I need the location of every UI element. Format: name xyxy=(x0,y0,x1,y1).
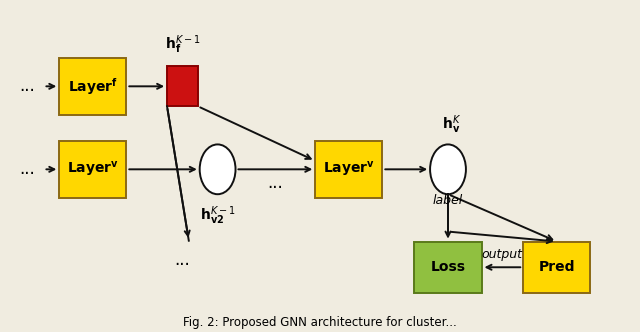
Text: Loss: Loss xyxy=(431,260,465,274)
Text: Layer$^\mathbf{f}$: Layer$^\mathbf{f}$ xyxy=(68,76,118,97)
FancyBboxPatch shape xyxy=(524,241,590,293)
Text: Pred: Pred xyxy=(538,260,575,274)
Text: ...: ... xyxy=(268,174,284,192)
Text: label: label xyxy=(433,194,463,207)
Ellipse shape xyxy=(430,144,466,194)
Text: Fig. 2: Proposed GNN architecture for cluster...: Fig. 2: Proposed GNN architecture for cl… xyxy=(183,316,457,329)
Text: $\mathbf{h}_{\mathbf{v2}}^{K-1}$: $\mathbf{h}_{\mathbf{v2}}^{K-1}$ xyxy=(200,204,236,227)
Text: ...: ... xyxy=(19,77,35,95)
FancyBboxPatch shape xyxy=(167,66,198,106)
FancyBboxPatch shape xyxy=(415,241,481,293)
FancyBboxPatch shape xyxy=(60,58,127,115)
Text: ...: ... xyxy=(175,251,190,269)
FancyBboxPatch shape xyxy=(60,141,127,198)
Ellipse shape xyxy=(200,144,236,194)
Text: output: output xyxy=(482,248,523,261)
FancyBboxPatch shape xyxy=(316,141,383,198)
Text: ...: ... xyxy=(19,160,35,178)
Text: $\mathbf{h}_\mathbf{v}^{K}$: $\mathbf{h}_\mathbf{v}^{K}$ xyxy=(442,114,461,136)
Text: $\mathbf{h}_\mathbf{f}^{K-1}$: $\mathbf{h}_\mathbf{f}^{K-1}$ xyxy=(164,34,200,56)
Text: Layer$^\mathbf{v}$: Layer$^\mathbf{v}$ xyxy=(323,160,375,179)
Text: Layer$^\mathbf{v}$: Layer$^\mathbf{v}$ xyxy=(67,160,119,179)
